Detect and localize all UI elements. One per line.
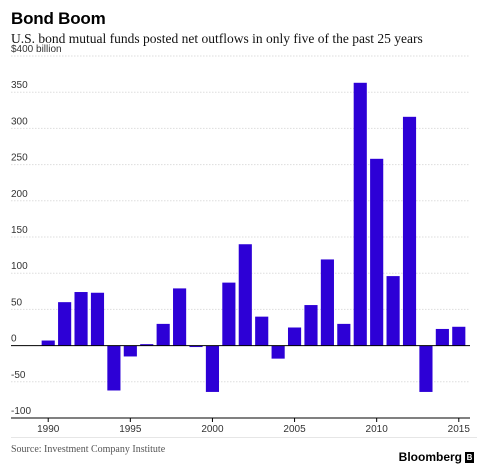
bar-chart: -100 -50 0 50 100 150 200 250 300 350 $400 billion…: [11, 44, 471, 435]
y-tick-label: 100: [11, 261, 28, 272]
bar-1997: [156, 323, 170, 346]
bar-1998: [173, 288, 187, 346]
x-tick-label: 1990: [37, 424, 60, 435]
bar-2009: [353, 82, 367, 346]
bar-1995: [123, 345, 137, 357]
bar-2004: [271, 345, 285, 359]
y-tick-label: -50: [11, 370, 26, 381]
footer-divider: [11, 437, 477, 438]
x-tick-label: 2015: [448, 424, 471, 435]
bar-2008: [337, 323, 351, 346]
gridlines: [11, 55, 470, 419]
bar-1993: [90, 292, 105, 346]
bloomberg-icon: B: [465, 451, 474, 463]
bar-1994: [107, 345, 121, 391]
bar-1999: [189, 345, 203, 348]
bar-2000: [205, 345, 220, 392]
bar-2005: [287, 327, 302, 346]
y-tick-label: 150: [11, 225, 28, 236]
bar-2011: [386, 276, 400, 346]
y-tick-label: 300: [11, 116, 28, 127]
source-note: Source: Investment Company Institute: [11, 444, 166, 455]
bar-2007: [320, 259, 334, 346]
bar-2001: [222, 282, 236, 346]
bar-2003: [255, 316, 269, 346]
bar-2006: [304, 305, 318, 346]
y-tick-label: $400 billion: [11, 44, 62, 55]
bar-1990: [41, 340, 55, 346]
bar-2012: [402, 116, 417, 346]
y-axis-tick-labels: -100 -50 0 50 100 150 200 250 300 350 $400 billion: [11, 44, 62, 417]
bar-2002: [238, 244, 252, 346]
bar-2013: [419, 345, 433, 392]
y-tick-label: 350: [11, 80, 28, 91]
bar-2015: [452, 326, 466, 346]
y-tick-label: 50: [11, 297, 23, 308]
x-axis: 1990 1995 2000 2005 2010 2015: [11, 417, 471, 435]
y-tick-label: -100: [11, 406, 31, 417]
x-tick-label: 1995: [119, 424, 142, 435]
bar-1991: [58, 302, 72, 346]
bar-1996: [140, 344, 154, 346]
y-tick-label: 0: [11, 334, 17, 345]
brand-name: Bloomberg: [398, 450, 462, 464]
bars: [41, 82, 466, 392]
chart-title: Bond Boom: [11, 9, 106, 28]
y-tick-label: 200: [11, 189, 28, 200]
x-tick-label: 2010: [366, 424, 389, 435]
bar-2014: [435, 328, 449, 346]
bloomberg-logo: Bloomberg B: [399, 450, 474, 464]
bar-1992: [74, 292, 88, 346]
y-tick-label: 250: [11, 153, 28, 164]
x-tick-label: 2005: [283, 424, 306, 435]
chart-subtitle: U.S. bond mutual funds posted net outflo…: [11, 31, 423, 46]
bar-2010: [370, 158, 384, 346]
x-tick-label: 2000: [201, 424, 224, 435]
